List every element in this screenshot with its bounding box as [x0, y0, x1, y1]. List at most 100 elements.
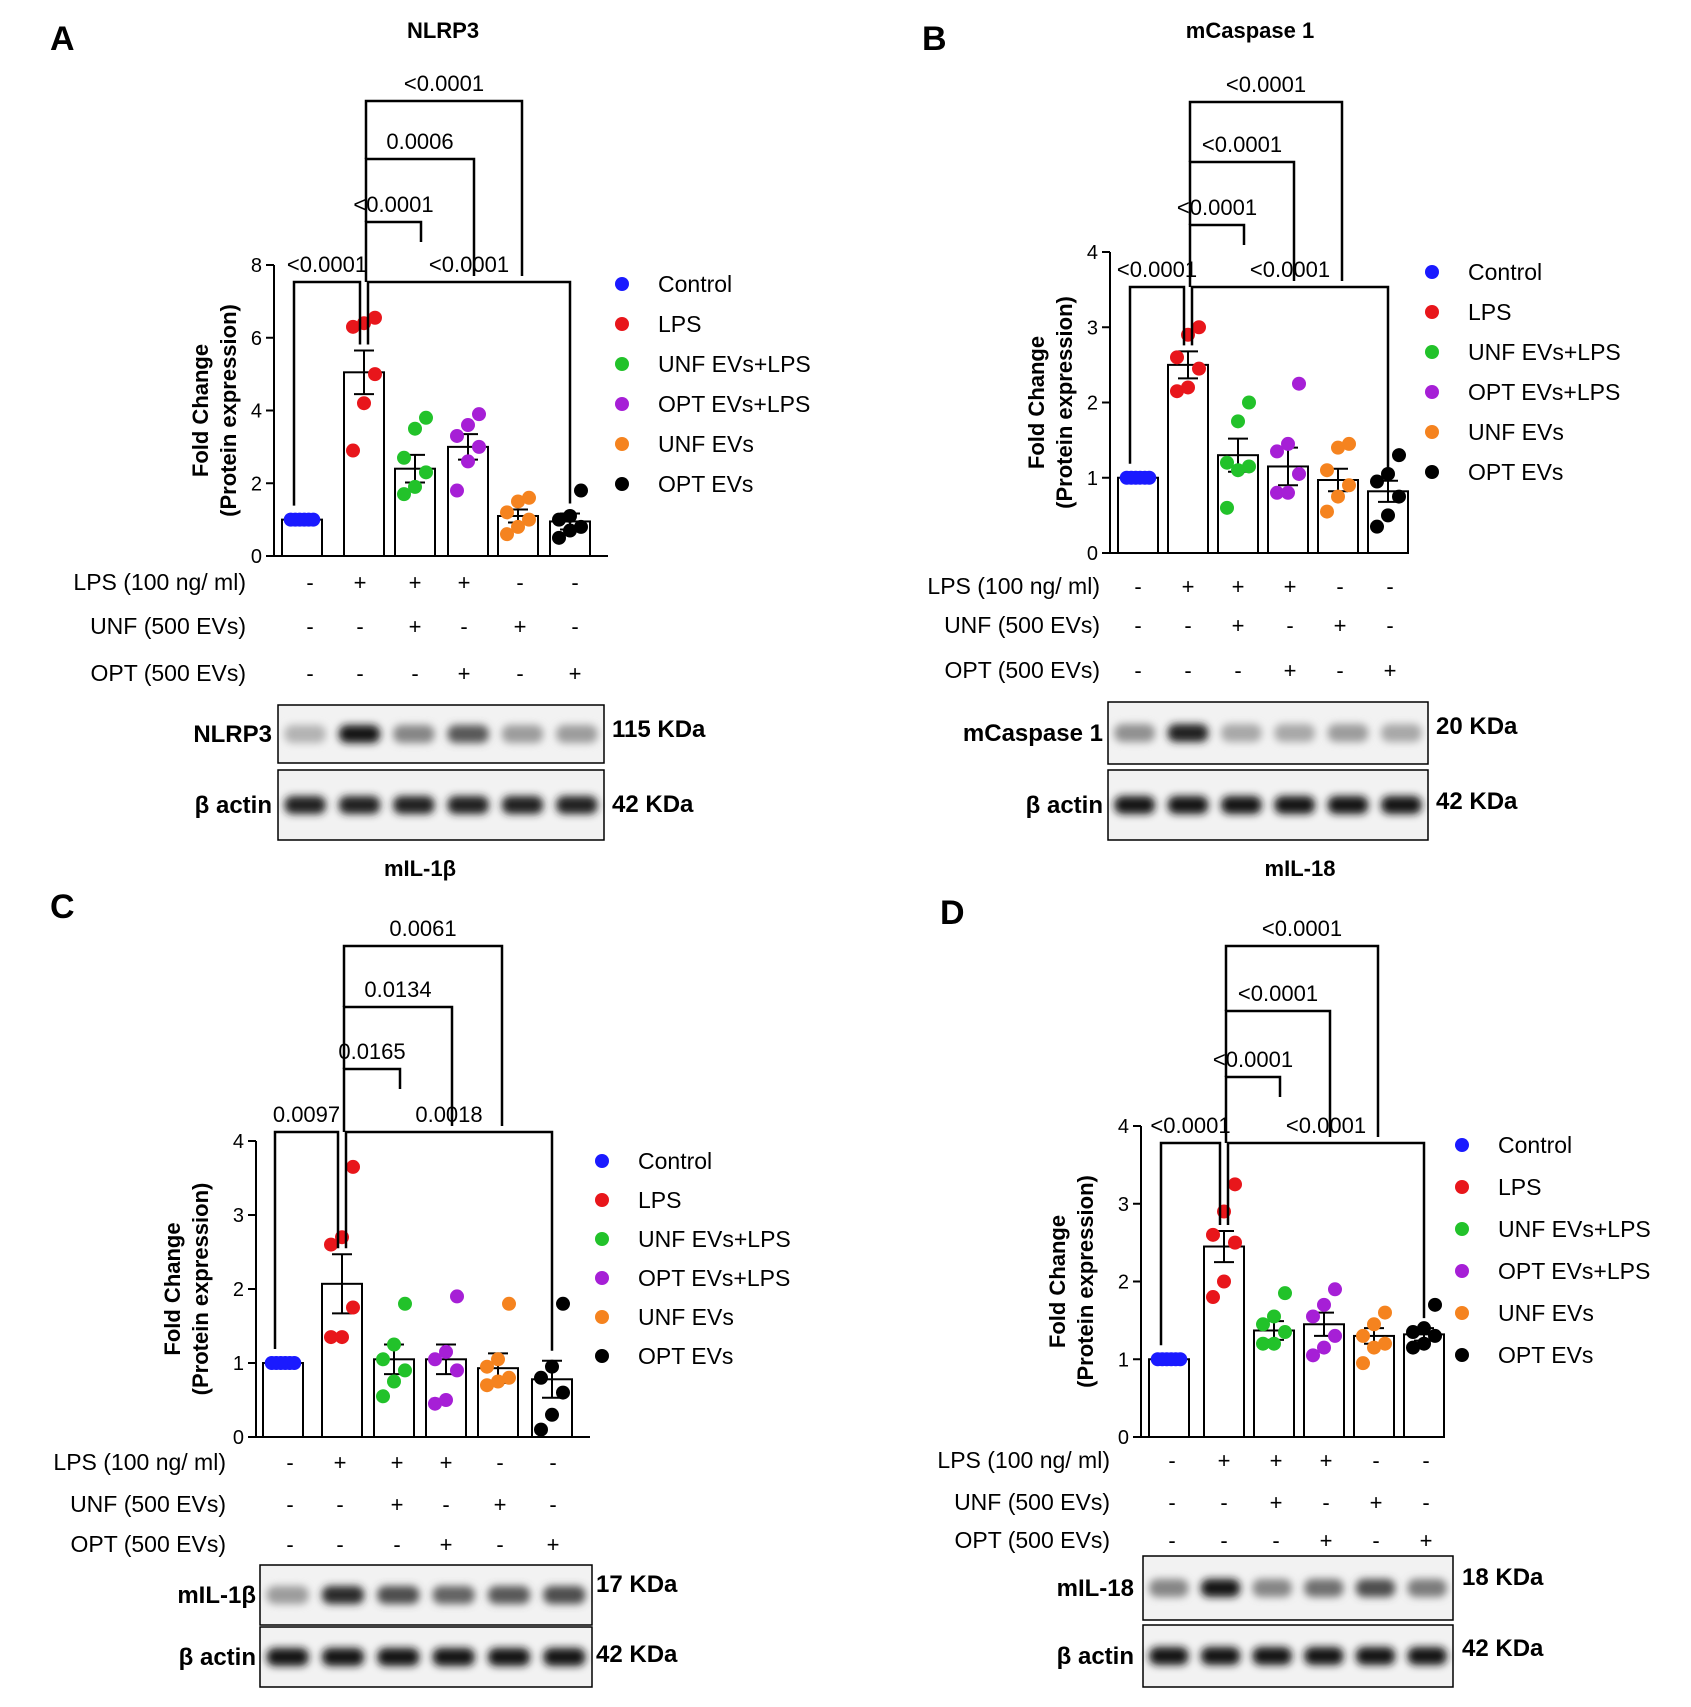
treatment-mark: - — [1286, 613, 1293, 638]
legend-entry: UNF EVs — [1468, 419, 1564, 445]
blot-kda: 42 KDa — [596, 1641, 678, 1668]
chart-title: mIL-1β — [384, 856, 456, 881]
data-point — [346, 443, 360, 458]
data-point — [1270, 485, 1284, 500]
y-axis-label: (Protein expression) — [216, 304, 241, 517]
treatment-mark: - — [1386, 613, 1393, 638]
treatment-mark: + — [1320, 1528, 1333, 1553]
bracket-lps-opt-label: <0.0001 — [1286, 1113, 1366, 1138]
blot-band — [543, 1648, 586, 1666]
data-point — [397, 450, 411, 465]
treatment-mark: - — [549, 1492, 556, 1517]
legend-marker — [595, 1271, 609, 1285]
blot-band — [556, 796, 598, 814]
treatment-mark: - — [516, 570, 523, 595]
bracket-lps-opt — [1190, 285, 1390, 471]
panel-letter: C — [50, 888, 75, 926]
data-point — [1356, 1356, 1370, 1371]
treatment-mark: + — [494, 1492, 507, 1517]
blot-band — [1114, 724, 1155, 742]
treatment-label: OPT (500 EVs) — [954, 1527, 1110, 1553]
treatment-mark: + — [1284, 574, 1297, 599]
y-tick-label: 0 — [1087, 543, 1098, 565]
data-point — [491, 1352, 505, 1367]
treatment-mark: + — [391, 1492, 404, 1517]
y-tick-label: 4 — [1087, 242, 1098, 264]
blot-band — [1200, 1647, 1241, 1665]
y-tick-label: 2 — [1087, 393, 1098, 415]
blot-band — [1221, 724, 1262, 742]
legend-entry: UNF EVs — [1498, 1300, 1594, 1326]
treatment-mark: + — [1370, 1490, 1383, 1515]
data-point — [461, 454, 475, 469]
treatment-mark: + — [1334, 613, 1347, 638]
data-point — [1173, 1352, 1188, 1367]
y-tick-label: 4 — [251, 401, 262, 423]
treatment-mark: + — [354, 570, 367, 595]
treatment-label: UNF (500 EVs) — [944, 612, 1100, 638]
bracket-lps-unf-label: <0.0001 — [1226, 72, 1306, 97]
treatment-mark: - — [496, 1450, 503, 1475]
blot-band — [1327, 724, 1369, 742]
y-tick-label: 3 — [1118, 1194, 1129, 1216]
treatment-mark: + — [1270, 1490, 1283, 1515]
legend-entry: LPS — [1498, 1174, 1541, 1200]
treatment-mark: + — [440, 1532, 453, 1557]
bracket-control-lps-label: <0.0001 — [287, 252, 367, 277]
data-point — [450, 1363, 464, 1378]
data-point — [556, 1296, 570, 1311]
bracket-control-lps — [273, 1130, 340, 1349]
legend-marker — [595, 1310, 609, 1324]
blot-band — [1167, 796, 1209, 814]
bracket-lps-opt-lps — [342, 1005, 454, 1126]
y-tick-label: 1 — [1118, 1349, 1129, 1371]
bracket-control-lps-label: <0.0001 — [1150, 1113, 1230, 1138]
bar-6 — [1403, 1333, 1445, 1438]
bracket-lps-unf — [1188, 100, 1344, 281]
treatment-mark: - — [286, 1450, 293, 1475]
data-point — [1320, 504, 1334, 519]
legend-marker — [595, 1349, 609, 1363]
bracket-lps-unf-label: <0.0001 — [404, 71, 484, 96]
bracket-control-lps — [1159, 1141, 1222, 1346]
legend-marker — [1455, 1180, 1469, 1194]
legend-entry: UNF EVs+LPS — [1498, 1216, 1651, 1242]
data-point — [287, 1356, 302, 1370]
y-axis-label: (Protein expression) — [1052, 296, 1077, 509]
data-point — [491, 1374, 505, 1389]
treatment-mark: + — [1320, 1448, 1333, 1473]
treatment-label: UNF (500 EVs) — [70, 1491, 226, 1517]
blot-band — [447, 796, 489, 814]
treatment-mark: - — [286, 1492, 293, 1517]
data-point — [1192, 320, 1206, 335]
data-point — [1328, 1282, 1342, 1297]
data-point — [1242, 459, 1256, 474]
treatment-mark: - — [411, 661, 418, 686]
treatment-mark: + — [334, 1450, 347, 1475]
bracket-lps-unf-lps-label: 0.0165 — [338, 1039, 405, 1064]
data-point — [324, 1237, 338, 1252]
data-point — [1220, 500, 1234, 515]
bracket-lps-opt-lps-label: 0.0006 — [386, 129, 453, 154]
treatment-mark: + — [1420, 1528, 1433, 1553]
data-point — [1392, 489, 1406, 504]
data-point — [480, 1359, 494, 1374]
legend-entry: Control — [638, 1148, 712, 1174]
bracket-lps-unf-lps — [1224, 1075, 1282, 1143]
treatment-mark: - — [286, 1532, 293, 1557]
data-point — [1206, 1290, 1220, 1305]
data-point — [439, 1344, 453, 1359]
data-point — [428, 1396, 442, 1411]
treatment-mark: - — [460, 614, 467, 639]
data-point — [500, 505, 514, 520]
data-point — [1206, 1227, 1220, 1242]
y-tick-label: 6 — [251, 328, 262, 350]
treatment-mark: - — [1168, 1448, 1175, 1473]
bar-2 — [343, 371, 385, 557]
legend-entry: OPT EVs+LPS — [1498, 1258, 1650, 1284]
blot-band — [266, 1648, 309, 1666]
treatment-mark: + — [409, 570, 422, 595]
y-tick-label: 2 — [1118, 1272, 1129, 1294]
bracket-lps-opt-lps-label: <0.0001 — [1202, 132, 1282, 157]
blot-band — [1381, 724, 1422, 742]
